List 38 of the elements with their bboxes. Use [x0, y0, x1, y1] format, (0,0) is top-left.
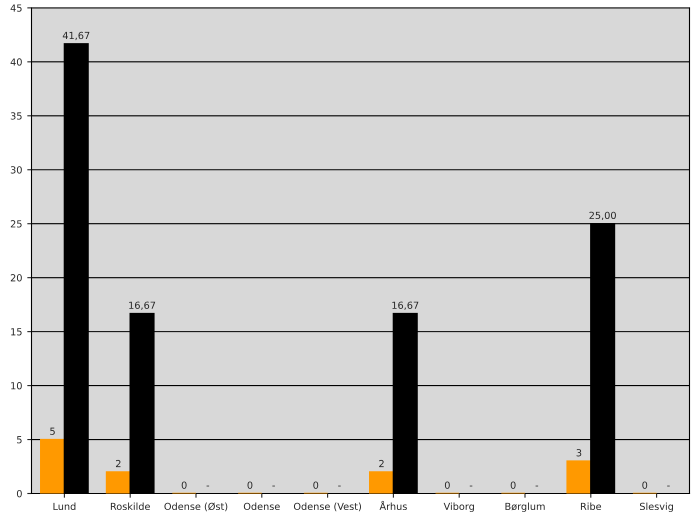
x-tick-label: Odense (Øst)	[164, 502, 228, 512]
data-label: 41,67	[62, 32, 90, 40]
bar	[40, 438, 66, 494]
data-label: 16,67	[392, 302, 418, 310]
y-tick-label: 30	[10, 166, 22, 174]
x-tick-label: Ribe	[580, 502, 602, 510]
y-tick-label: 10	[11, 382, 22, 390]
bar	[566, 460, 592, 494]
data-label: 2	[116, 460, 120, 468]
data-label: 0	[313, 481, 318, 489]
data-label: 0	[444, 481, 450, 489]
y-tick-label: 45	[10, 4, 22, 12]
bar	[369, 471, 394, 494]
data-label: 25,00	[589, 212, 616, 220]
data-label: 0	[248, 481, 252, 489]
x-tick-label: Odense	[244, 502, 280, 510]
data-label: 16,67	[129, 302, 156, 310]
y-tick-label: 15	[11, 328, 22, 336]
y-tick-label: 25	[10, 220, 22, 228]
y-tick-label: 40	[10, 58, 22, 66]
bar	[106, 471, 131, 494]
x-tick-label: Odense (Vest)	[294, 502, 361, 512]
x-tick-label: Slesvig	[640, 502, 673, 512]
data-label: 0	[510, 481, 516, 489]
x-tick-label: Lund	[53, 502, 76, 510]
y-tick-label: 0	[16, 490, 22, 498]
x-tick-label: Børglum	[505, 502, 545, 512]
data-label: 0	[642, 481, 648, 489]
y-tick-label: 5	[17, 436, 22, 444]
data-label: 2	[379, 460, 384, 468]
y-tick-label: 20	[10, 274, 22, 282]
y-tick-label: 35	[10, 112, 22, 120]
data-label: 3	[576, 449, 582, 456]
data-label: 5	[50, 428, 55, 435]
x-tick-label: Roskilde	[110, 502, 150, 510]
x-tick-label: Århus	[380, 500, 407, 510]
x-tick-label: Viborg	[444, 502, 474, 512]
data-label: 0	[182, 481, 187, 489]
